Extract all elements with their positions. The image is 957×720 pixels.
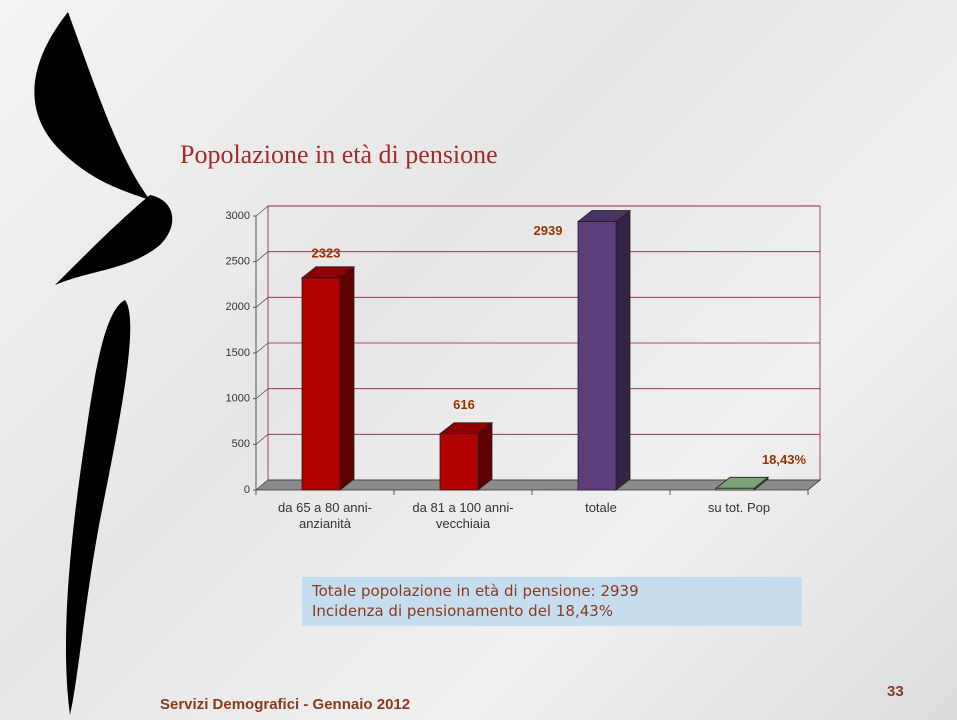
depth-line — [255, 479, 269, 491]
bar — [300, 266, 356, 491]
value-label: 18,43% — [762, 452, 807, 467]
bar — [438, 421, 494, 491]
bar-face — [615, 209, 631, 491]
bar-face — [577, 221, 617, 491]
bar-face — [715, 487, 755, 491]
depth-line — [255, 434, 269, 445]
depth-line — [255, 342, 269, 354]
y-tick-label: 1500 — [226, 347, 250, 359]
bar-face — [339, 266, 355, 491]
bar — [714, 476, 770, 491]
bar-face — [439, 433, 479, 491]
value-label: 2323 — [312, 245, 341, 260]
info-line: Incidenza di pensionamento del 18,43% — [312, 602, 614, 620]
y-tick-label: 3000 — [226, 210, 250, 222]
y-tick-label: 500 — [232, 438, 250, 450]
depth-line — [255, 251, 269, 262]
bar-face — [301, 277, 341, 491]
depth-line — [255, 297, 269, 308]
info-line: Totale popolazione in età di pensione: 2… — [312, 582, 639, 600]
value-label: 616 — [453, 397, 475, 412]
page-number: 33 — [887, 683, 904, 700]
bar-face — [477, 421, 493, 491]
decoration — [34, 12, 173, 715]
x-tick-label: su tot. Pop — [707, 500, 771, 515]
y-tick-label: 1000 — [226, 393, 250, 405]
bar — [576, 209, 632, 491]
y-tick-label: 0 — [244, 484, 250, 496]
x-tick-label: da 81 a 100 anni- vecchiaia — [412, 500, 514, 531]
depth-line — [255, 205, 269, 217]
y-tick-label: 2500 — [226, 256, 250, 268]
x-tick-label: da 65 a 80 anni- anzianità — [278, 500, 372, 531]
depth-line — [255, 388, 269, 399]
chart-title: Popolazione in età di pensione — [180, 140, 498, 169]
info-box: Totale popolazione in età di pensione: 2… — [302, 577, 802, 626]
value-label: 2939 — [534, 223, 563, 238]
x-tick-label: totale — [585, 500, 617, 515]
y-tick-label: 2000 — [226, 301, 250, 313]
footer: Servizi Demografici - Gennaio 2012 — [160, 696, 411, 713]
